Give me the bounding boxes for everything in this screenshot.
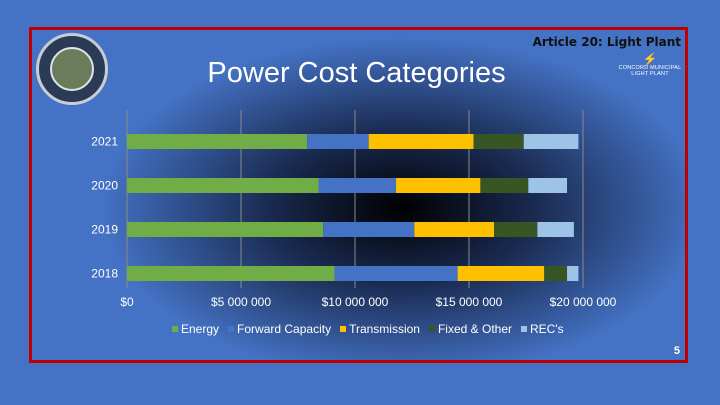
bar-2019-transmission: [414, 222, 495, 237]
cmlp-logo: ⚡ CONCORD MUNICIPAL LIGHT PLANT: [615, 53, 685, 81]
legend-item-1: Forward Capacity: [228, 322, 331, 336]
bar-2020-fixed-other: [480, 178, 529, 193]
seal-emblem: [50, 47, 94, 91]
legend-swatch-4: [521, 326, 527, 332]
bar-2020-transmission: [396, 178, 481, 193]
bar-2020-rec-s: [528, 178, 568, 193]
bar-2019-fixed-other: [494, 222, 538, 237]
legend-item-2: Transmission: [340, 322, 420, 336]
bar-2020-forward-capacity: [318, 178, 397, 193]
legend-swatch-2: [340, 326, 347, 332]
bar-2018-forward-capacity: [334, 266, 458, 281]
legend-swatch-0: [172, 326, 178, 332]
category-label-2020: 2020: [91, 179, 118, 193]
bar-2021-forward-capacity: [307, 134, 369, 149]
bar-2018-energy: [127, 266, 335, 281]
article-heading: Article 20: Light Plant: [532, 35, 681, 49]
bar-2019-energy: [127, 222, 324, 237]
category-label-2021: 2021: [91, 135, 118, 149]
logo-text-line-2: LIGHT PLANT: [631, 71, 669, 77]
chart-title: Power Cost Categories: [207, 57, 506, 89]
x-tick-label-3: $15 000 000: [436, 295, 503, 309]
legend-swatch-3: [428, 326, 435, 332]
legend-swatch-1: [228, 326, 235, 332]
town-seal-logo: [36, 33, 108, 105]
page-number: 5: [673, 345, 680, 357]
chart-legend: Energy Forward Capacity Transmission Fixed …: [172, 322, 564, 336]
lightning-icon: ⚡: [642, 52, 658, 66]
x-tick-label-4: $20 000 000: [550, 295, 617, 309]
category-label-2019: 2019: [91, 223, 118, 237]
category-label-2018: 2018: [91, 267, 118, 281]
bar-2020-energy: [127, 178, 319, 193]
legend-item-3: Fixed & Other: [428, 322, 512, 336]
legend-item-0: Energy: [172, 322, 219, 336]
bar-2019-rec-s: [537, 222, 574, 237]
stacked-bar-chart: 2021 2020 2019 2018$0 $5 000 000 $10 000 000 $…: [91, 110, 617, 309]
legend-label-2: Transmission: [349, 322, 420, 336]
legend-label-0: Energy: [181, 322, 220, 336]
bar-2018-rec-s: [567, 266, 579, 281]
legend-item-4: REC's: [521, 322, 564, 336]
logo-text-line-1: CONCORD MUNICIPAL: [618, 65, 682, 71]
bar-2018-fixed-other: [544, 266, 568, 281]
bar-2021-energy: [127, 134, 308, 149]
x-tick-label-0: $0: [120, 295, 134, 309]
legend-label-3: Fixed & Other: [437, 322, 512, 336]
x-tick-label-1: $5 000 000: [211, 295, 271, 309]
bar-2019-forward-capacity: [323, 222, 415, 237]
legend-label-1: Forward Capacity: [237, 322, 332, 336]
slide-frame: Article 20: Light Plant ⚡ CONCORD MUNICI…: [29, 27, 688, 363]
bar-2021-fixed-other: [473, 134, 524, 149]
bar-2021-rec-s: [523, 134, 579, 149]
bar-2018-transmission: [457, 266, 545, 281]
legend-label-4: REC's: [530, 322, 564, 336]
bar-2021-transmission: [368, 134, 474, 149]
x-tick-label-2: $10 000 000: [322, 295, 389, 309]
